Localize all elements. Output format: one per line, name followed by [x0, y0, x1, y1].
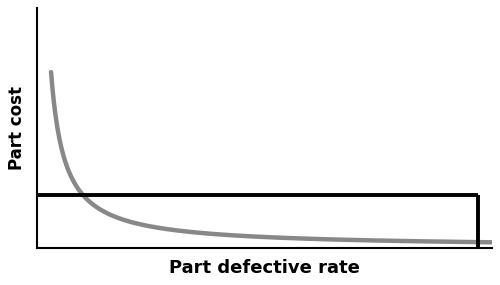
Y-axis label: Part cost: Part cost: [8, 86, 26, 170]
X-axis label: Part defective rate: Part defective rate: [169, 259, 360, 277]
